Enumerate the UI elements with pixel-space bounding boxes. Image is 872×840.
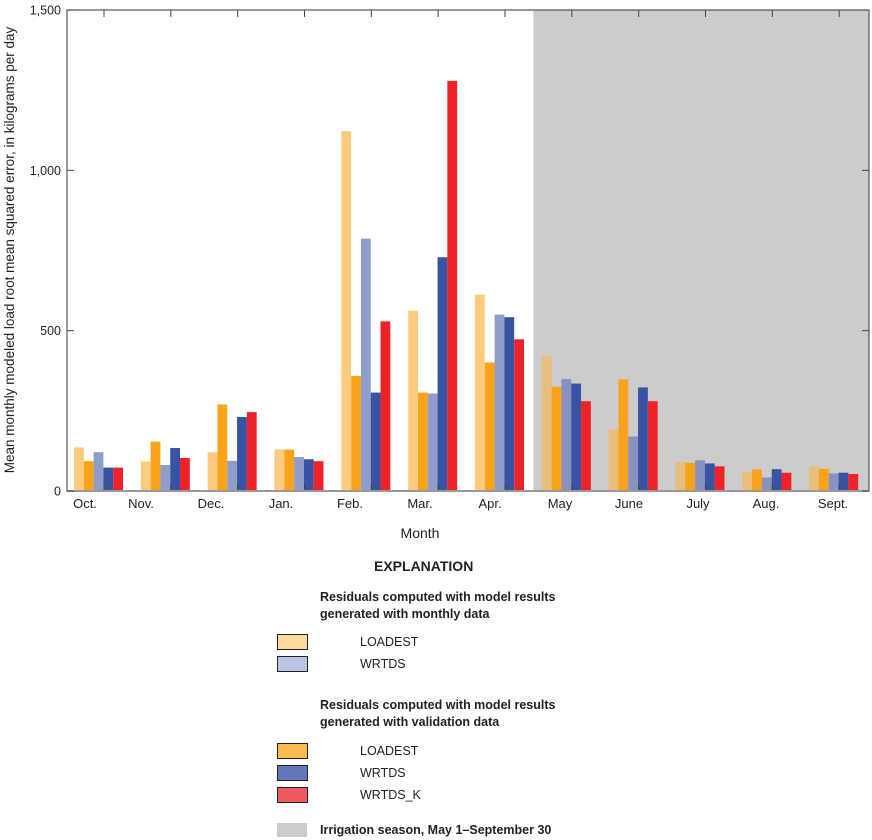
bar-oct-series-2 [83, 461, 94, 491]
legend-title: EXPLANATION [374, 558, 474, 574]
bar-june-series-3 [628, 436, 639, 491]
x-tick-label: Apr. [478, 496, 501, 511]
y-axis-label: Mean monthly modeled load root mean squa… [2, 27, 17, 474]
legend-group1-heading-1: Residuals computed with model results [320, 590, 556, 604]
bar-aug-series-1 [742, 471, 753, 491]
bar-aug-series-4 [771, 469, 782, 491]
bar-nov-series-4 [170, 448, 181, 491]
bar-dec-series-2 [217, 404, 228, 491]
y-tick-label: 1,500 [30, 4, 61, 18]
bar-june-series-5 [647, 401, 658, 491]
x-tick-label: Aug. [753, 496, 780, 511]
x-tick-label: Oct. [73, 496, 97, 511]
legend-label-wrtdsk-validation: WRTDS_K [360, 788, 421, 802]
x-tick-label: Sept. [818, 496, 848, 511]
bar-aug-series-2 [752, 469, 762, 491]
bar-july-series-2 [685, 462, 696, 491]
bar-mar-series-2 [417, 392, 428, 491]
bar-feb-series-1 [341, 131, 352, 491]
legend-label-wrtds-validation: WRTDS [360, 766, 406, 780]
legend-label-irrigation-season: Irrigation season, May 1–September 30 [320, 823, 552, 837]
bar-apr-series-4 [504, 317, 515, 491]
bar-jan-series-2 [284, 449, 295, 491]
bar-jan-series-4 [303, 459, 314, 491]
bar-jan-series-5 [313, 461, 324, 491]
legend-group2-heading-2: generated with validation data [320, 715, 500, 729]
bar-nov-series-3 [160, 465, 171, 491]
bar-mar-series-4 [437, 257, 448, 491]
bar-feb-series-2 [351, 375, 361, 491]
x-tick-label: June [615, 496, 643, 511]
bar-jan-series-3 [294, 457, 304, 491]
x-axis-label: Month [401, 525, 440, 541]
bar-apr-series-2 [484, 362, 495, 491]
legend-group1-heading-2: generated with monthly data [320, 607, 490, 621]
x-tick-label: May [548, 496, 573, 511]
bar-sept-series-4 [838, 472, 849, 491]
legend-swatch-wrtdsk-validation [277, 787, 308, 803]
bar-apr-series-3 [494, 314, 505, 491]
bar-sept-series-3 [828, 473, 839, 491]
y-tick-label: 0 [54, 485, 61, 499]
legend-group2-heading-1: Residuals computed with model results [320, 698, 556, 712]
legend-swatch-irrigation-season [277, 823, 307, 837]
bar-june-series-1 [608, 429, 619, 491]
legend-swatch-loadest-monthly [277, 634, 308, 650]
x-tick-label: Mar. [407, 496, 432, 511]
bar-aug-series-5 [781, 472, 792, 491]
bar-oct-series-1 [74, 447, 84, 491]
bar-july-series-3 [695, 460, 705, 491]
bar-mar-series-3 [427, 393, 438, 491]
bar-may-series-2 [551, 386, 562, 491]
bar-apr-series-5 [514, 339, 524, 491]
bar-july-series-5 [714, 466, 725, 491]
legend-label-wrtds-monthly: WRTDS [360, 657, 406, 671]
bar-june-series-4 [638, 387, 648, 491]
y-tick-label: 500 [40, 324, 61, 338]
bar-chart: Oct. Nov. Dec. Jan. Feb. Mar. Apr. May June July A… [2, 4, 870, 541]
x-tick-label: Nov. [128, 496, 154, 511]
bar-dec-series-4 [237, 416, 247, 491]
bar-oct-series-3 [93, 452, 104, 491]
legend-swatch-wrtds-validation [277, 765, 308, 781]
bar-sept-series-2 [818, 468, 829, 491]
bar-july-series-4 [704, 463, 715, 491]
bar-may-series-1 [541, 355, 552, 491]
bar-nov-series-1 [140, 461, 151, 491]
bar-apr-series-1 [475, 294, 485, 491]
bar-mar-series-1 [408, 310, 418, 491]
y-tick-label: 1,000 [30, 164, 61, 178]
x-tick-label: July [686, 496, 710, 511]
bar-jan-series-1 [274, 449, 285, 491]
bar-dec-series-3 [227, 460, 238, 491]
bar-sept-series-5 [848, 474, 859, 491]
bar-sept-series-1 [809, 466, 819, 491]
bar-feb-series-3 [360, 238, 371, 491]
bar-feb-series-4 [370, 392, 381, 491]
legend-label-loadest-validation: LOADEST [360, 744, 419, 758]
bar-nov-series-2 [150, 441, 161, 491]
bar-may-series-4 [571, 383, 582, 491]
bar-oct-series-4 [103, 467, 114, 491]
bar-june-series-2 [618, 379, 629, 491]
x-tick-label: Feb. [337, 496, 363, 511]
bar-may-series-3 [561, 379, 572, 491]
x-tick-label: Dec. [198, 496, 225, 511]
bar-aug-series-3 [761, 477, 772, 491]
bar-may-series-5 [581, 401, 591, 491]
bar-july-series-1 [675, 462, 686, 491]
legend-swatch-loadest-validation [277, 743, 308, 759]
legend-swatch-wrtds-monthly [277, 656, 308, 672]
bar-dec-series-5 [246, 412, 257, 491]
bar-mar-series-5 [447, 80, 458, 491]
bar-dec-series-1 [207, 452, 218, 491]
bar-oct-series-5 [113, 467, 123, 491]
x-tick-label: Jan. [269, 496, 294, 511]
legend-label-loadest-monthly: LOADEST [360, 635, 419, 649]
bar-nov-series-5 [180, 457, 190, 491]
bar-feb-series-5 [380, 321, 391, 491]
